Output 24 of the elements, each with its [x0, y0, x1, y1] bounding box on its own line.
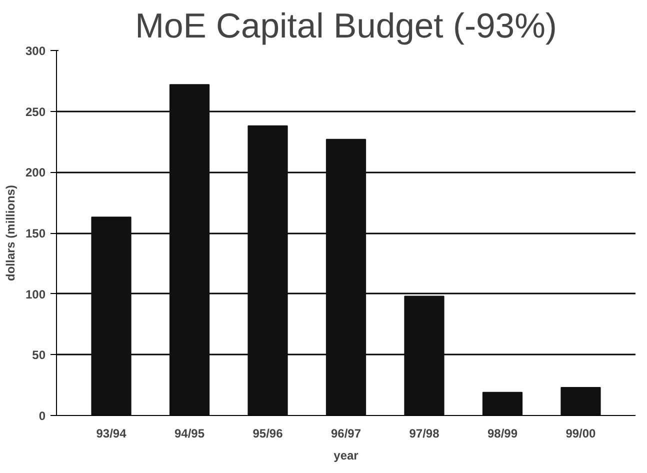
y-tick-label: 100: [25, 287, 46, 302]
bar: [560, 387, 601, 416]
x-tick-label: 96/97: [330, 426, 362, 440]
y-tick-label: 0: [38, 409, 46, 423]
bar: [169, 84, 210, 416]
bar: [91, 216, 132, 416]
y-tick-label: 300: [25, 44, 46, 58]
bar: [248, 125, 288, 416]
y-tick-label: 50: [32, 348, 46, 362]
bar: [326, 138, 366, 416]
x-tick-label: 95/96: [252, 426, 284, 440]
x-axis-title: year: [334, 448, 359, 462]
x-tick-label: 93/94: [96, 426, 127, 440]
x-tick-label: 99/00: [566, 426, 596, 440]
bar: [404, 296, 444, 416]
x-tick-label: 98/99: [487, 426, 518, 440]
y-tick-label: 200: [25, 166, 46, 180]
x-tick-label: 97/98: [409, 426, 440, 440]
y-tick-label: 150: [25, 226, 46, 240]
x-tick-label: 94/95: [174, 426, 205, 440]
bar: [482, 392, 523, 416]
y-axis-title: dollars (millions): [3, 184, 18, 282]
y-tick-label: 250: [25, 104, 46, 119]
chart-title: MoE Capital Budget (-93%): [135, 8, 557, 46]
